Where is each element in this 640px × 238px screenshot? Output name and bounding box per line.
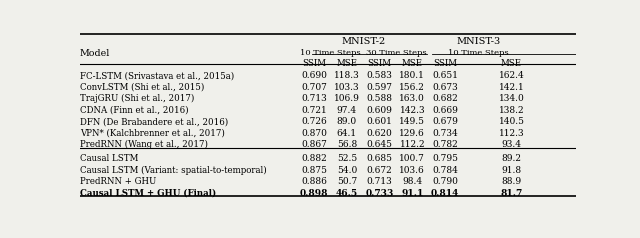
Text: 0.707: 0.707	[301, 83, 327, 92]
Text: Causal LSTM + GHU (Final): Causal LSTM + GHU (Final)	[80, 188, 216, 198]
Text: 0.795: 0.795	[432, 154, 458, 163]
Text: 98.4: 98.4	[403, 177, 422, 186]
Text: 93.4: 93.4	[502, 140, 522, 149]
Text: ConvLSTM (Shi et al., 2015): ConvLSTM (Shi et al., 2015)	[80, 83, 204, 92]
Text: CDNA (Finn et al., 2016): CDNA (Finn et al., 2016)	[80, 106, 189, 114]
Text: VPN* (Kalchbrenner et al., 2017): VPN* (Kalchbrenner et al., 2017)	[80, 129, 225, 138]
Text: 149.5: 149.5	[399, 117, 426, 126]
Text: MSE: MSE	[337, 59, 357, 68]
Text: 0.682: 0.682	[432, 94, 458, 103]
Text: 0.721: 0.721	[301, 106, 327, 114]
Text: MSE: MSE	[501, 59, 522, 68]
Text: 156.2: 156.2	[399, 83, 425, 92]
Text: 103.6: 103.6	[399, 165, 425, 174]
Text: 0.601: 0.601	[367, 117, 392, 126]
Text: 112.2: 112.2	[399, 140, 425, 149]
Text: 97.4: 97.4	[337, 106, 357, 114]
Text: 0.733: 0.733	[365, 188, 394, 198]
Text: TrajGRU (Shi et al., 2017): TrajGRU (Shi et al., 2017)	[80, 94, 195, 103]
Text: 0.669: 0.669	[432, 106, 458, 114]
Text: Model: Model	[80, 49, 110, 58]
Text: 91.8: 91.8	[502, 165, 522, 174]
Text: 0.784: 0.784	[432, 165, 458, 174]
Text: 112.3: 112.3	[499, 129, 524, 138]
Text: 0.814: 0.814	[431, 188, 460, 198]
Text: SSIM: SSIM	[367, 59, 392, 68]
Text: 0.673: 0.673	[432, 83, 458, 92]
Text: PredRNN + GHU: PredRNN + GHU	[80, 177, 156, 186]
Text: 0.882: 0.882	[301, 154, 327, 163]
Text: 0.685: 0.685	[367, 154, 392, 163]
Text: Causal LSTM (Variant: spatial-to-temporal): Causal LSTM (Variant: spatial-to-tempora…	[80, 165, 267, 175]
Text: MNIST-3: MNIST-3	[456, 37, 500, 46]
Text: 118.3: 118.3	[334, 71, 360, 80]
Text: 140.5: 140.5	[499, 117, 525, 126]
Text: Causal LSTM: Causal LSTM	[80, 154, 138, 163]
Text: 180.1: 180.1	[399, 71, 425, 80]
Text: 0.713: 0.713	[301, 94, 327, 103]
Text: 0.782: 0.782	[432, 140, 458, 149]
Text: 0.609: 0.609	[367, 106, 392, 114]
Text: 163.0: 163.0	[399, 94, 425, 103]
Text: 0.875: 0.875	[301, 165, 327, 174]
Text: 129.6: 129.6	[399, 129, 425, 138]
Text: 142.3: 142.3	[399, 106, 425, 114]
Text: 30 Time Steps: 30 Time Steps	[365, 49, 426, 57]
Text: 0.898: 0.898	[300, 188, 328, 198]
Text: 0.583: 0.583	[367, 71, 392, 80]
Text: 10 Time Steps: 10 Time Steps	[448, 49, 509, 57]
Text: 0.734: 0.734	[432, 129, 458, 138]
Text: 10 Time Steps: 10 Time Steps	[300, 49, 361, 57]
Text: 134.0: 134.0	[499, 94, 524, 103]
Text: 0.679: 0.679	[432, 117, 458, 126]
Text: 100.7: 100.7	[399, 154, 425, 163]
Text: 0.597: 0.597	[367, 83, 392, 92]
Text: SSIM: SSIM	[433, 59, 457, 68]
Text: 0.588: 0.588	[367, 94, 392, 103]
Text: 0.672: 0.672	[367, 165, 392, 174]
Text: PredRNN (Wang et al., 2017): PredRNN (Wang et al., 2017)	[80, 140, 208, 149]
Text: 0.886: 0.886	[301, 177, 327, 186]
Text: 142.1: 142.1	[499, 83, 524, 92]
Text: 0.620: 0.620	[367, 129, 392, 138]
Text: SSIM: SSIM	[302, 59, 326, 68]
Text: FC-LSTM (Srivastava et al., 2015a): FC-LSTM (Srivastava et al., 2015a)	[80, 71, 234, 80]
Text: 81.7: 81.7	[500, 188, 523, 198]
Text: 91.1: 91.1	[401, 188, 424, 198]
Text: 56.8: 56.8	[337, 140, 357, 149]
Text: 103.3: 103.3	[334, 83, 360, 92]
Text: MSE: MSE	[402, 59, 423, 68]
Text: MNIST-2: MNIST-2	[341, 37, 385, 46]
Text: 138.2: 138.2	[499, 106, 524, 114]
Text: 54.0: 54.0	[337, 165, 357, 174]
Text: 89.2: 89.2	[502, 154, 522, 163]
Text: 0.867: 0.867	[301, 140, 327, 149]
Text: 0.690: 0.690	[301, 71, 327, 80]
Text: 0.713: 0.713	[367, 177, 392, 186]
Text: 46.5: 46.5	[336, 188, 358, 198]
Text: 64.1: 64.1	[337, 129, 357, 138]
Text: 52.5: 52.5	[337, 154, 357, 163]
Text: 0.726: 0.726	[301, 117, 327, 126]
Text: 106.9: 106.9	[334, 94, 360, 103]
Text: 0.790: 0.790	[432, 177, 458, 186]
Text: 88.9: 88.9	[502, 177, 522, 186]
Text: 89.0: 89.0	[337, 117, 357, 126]
Text: 0.870: 0.870	[301, 129, 327, 138]
Text: DFN (De Brabandere et al., 2016): DFN (De Brabandere et al., 2016)	[80, 117, 228, 126]
Text: 50.7: 50.7	[337, 177, 357, 186]
Text: 0.645: 0.645	[367, 140, 392, 149]
Text: 0.651: 0.651	[432, 71, 458, 80]
Text: 162.4: 162.4	[499, 71, 524, 80]
